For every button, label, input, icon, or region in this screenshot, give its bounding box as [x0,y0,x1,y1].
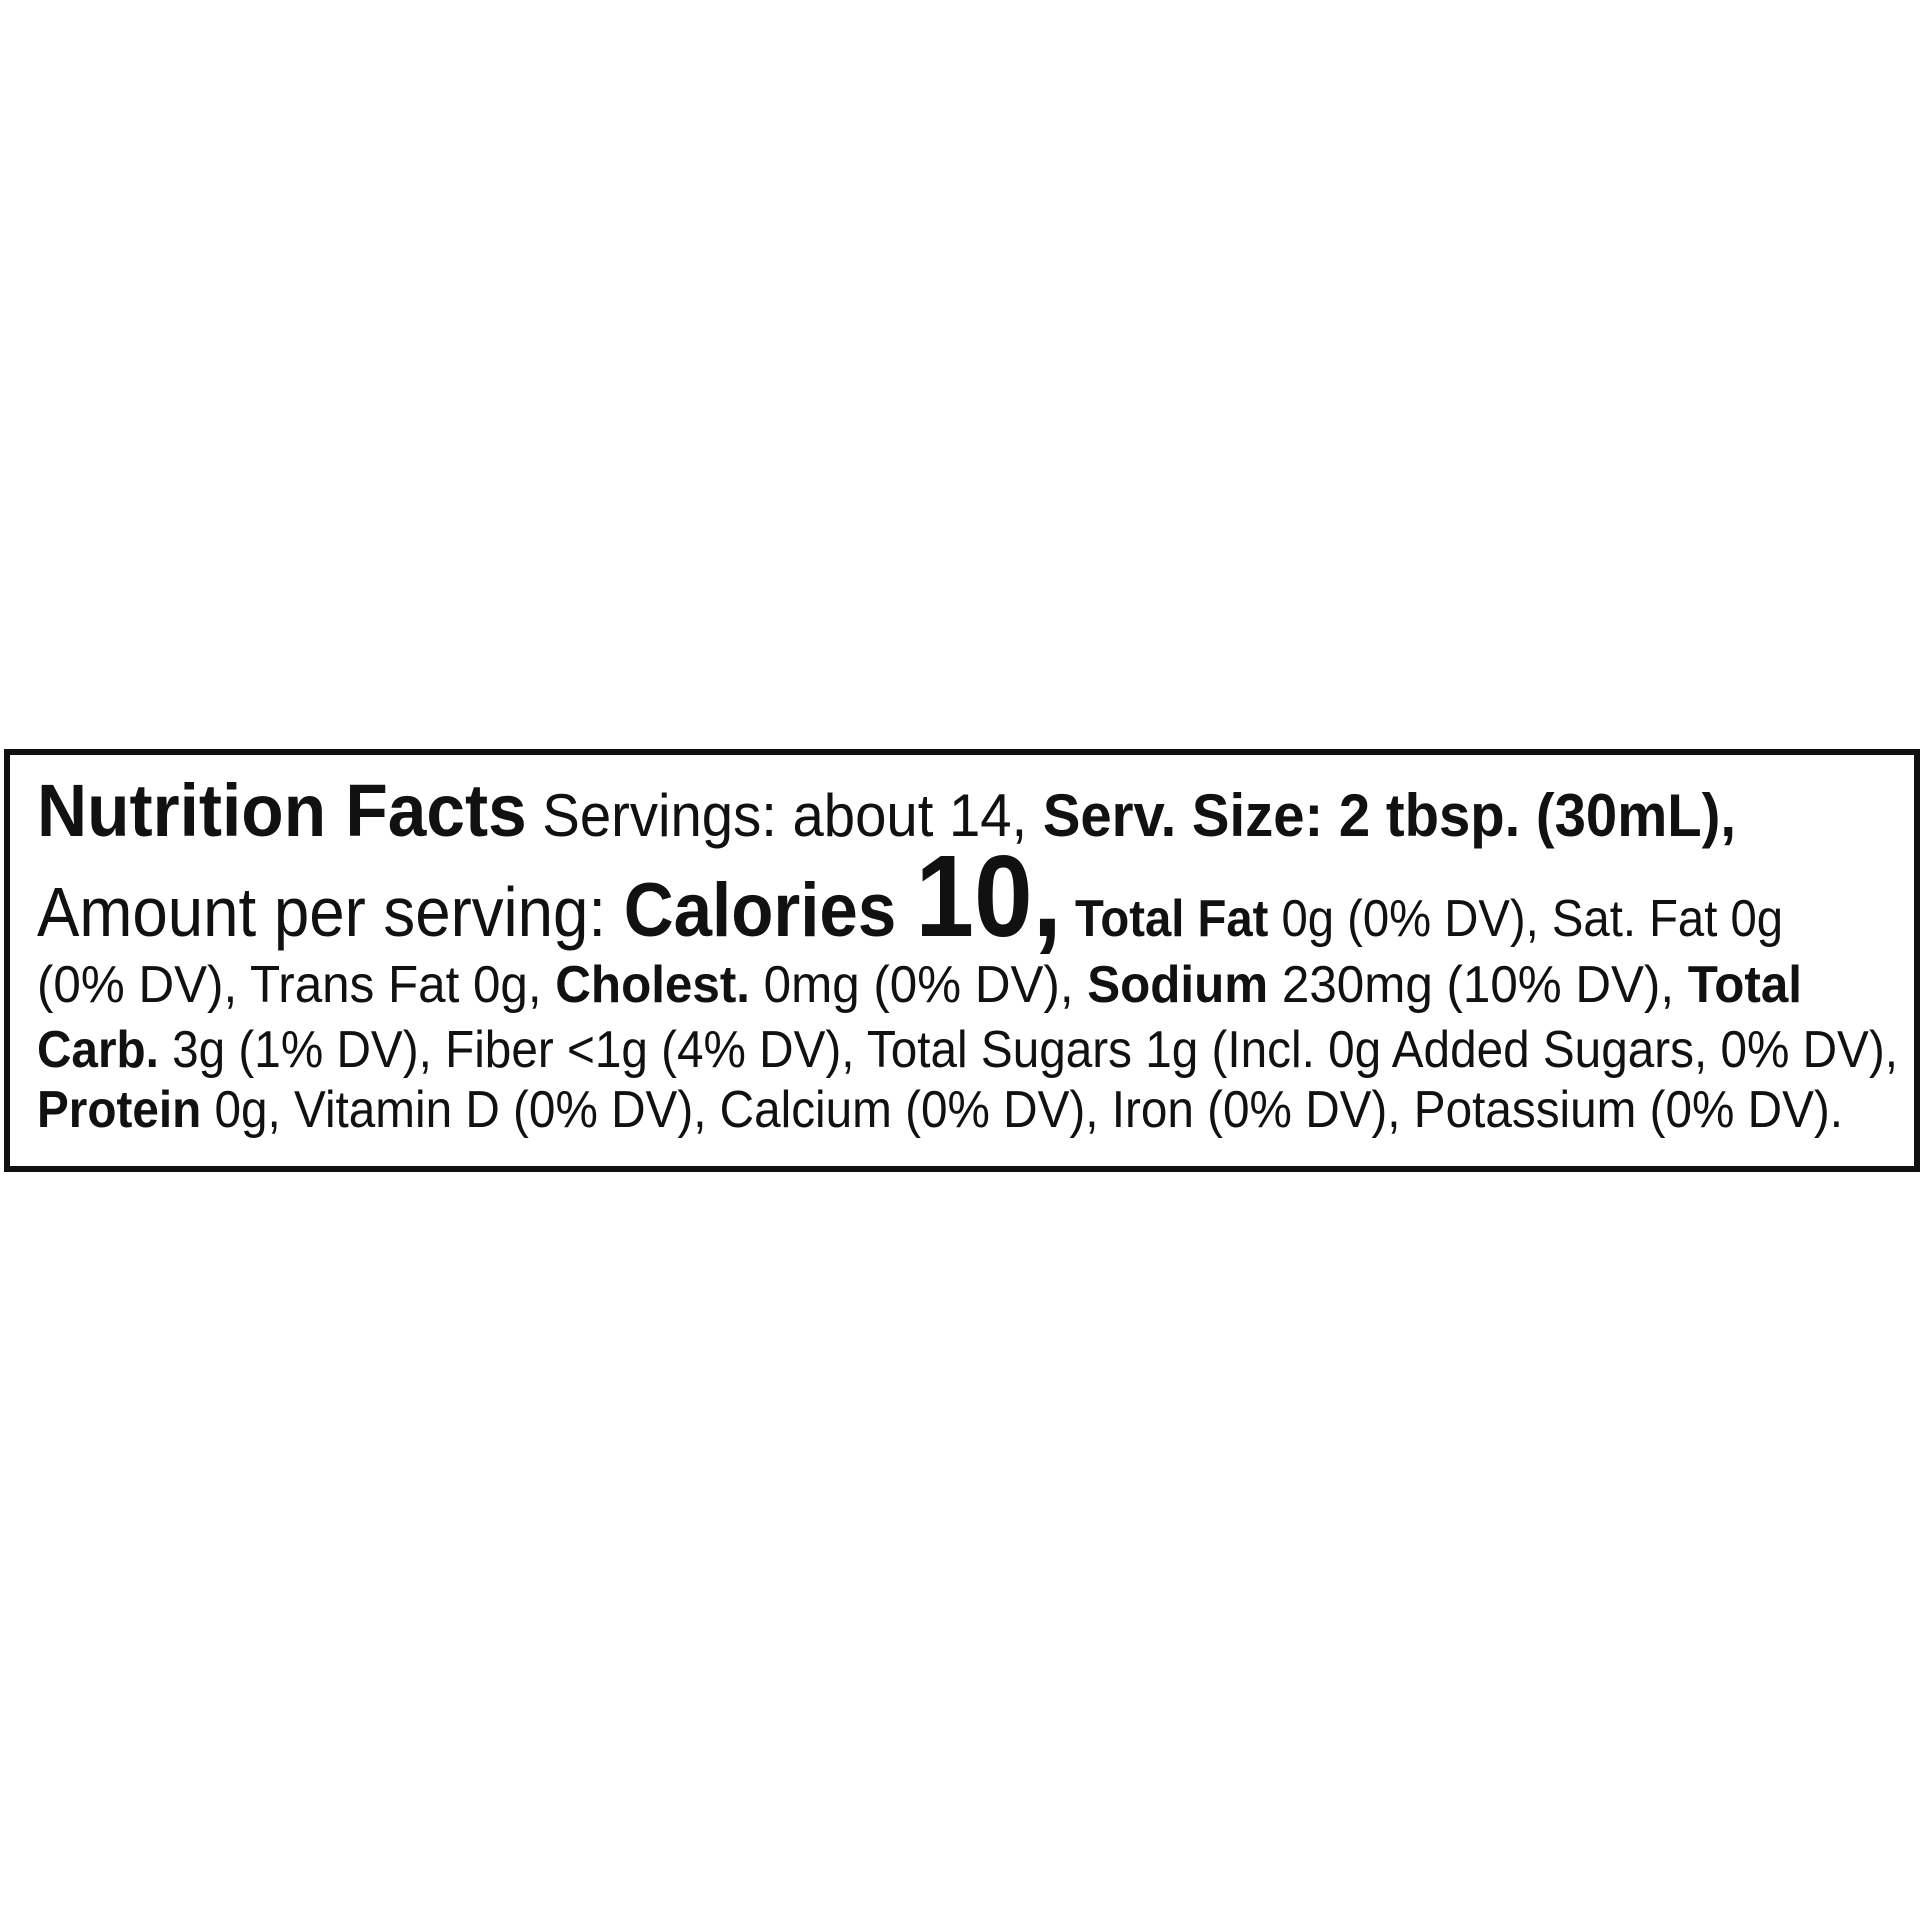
nutrient-label: Total Fat [1061,890,1269,948]
label-line-5: Protein 0g, Vitamin D (0% DV), Calcium (… [37,1084,1843,1136]
nutrient-label: Cholest. [555,956,750,1014]
nutrition-facts-panel [4,749,1920,1172]
nutrient-label: Calories [623,868,916,953]
nutrient-value: 230mg (10% DV), [1268,956,1688,1014]
nutrient-label: Protein [37,1081,202,1139]
nutrient-label: Total [1687,956,1802,1014]
nutrient-value: (0% DV), Trans Fat 0g, [37,956,556,1014]
nutrient-value: Amount per serving: [37,873,624,951]
nutrient-label: Serv. Size: 2 tbsp. (30mL), [1042,782,1736,849]
nutrient-label: Carb. [37,1021,159,1079]
nutrient-value: Servings: about 14, [526,782,1043,849]
label-line-2: Amount per serving: Calories 10, Total F… [37,838,1783,954]
nutrient-label: 10, [915,831,1062,961]
nutrient-label: Nutrition Facts [37,769,527,852]
nutrient-value: 0g, Vitamin D (0% DV), Calcium (0% DV), … [201,1081,1843,1139]
label-line-4: Carb. 3g (1% DV), Fiber <1g (4% DV), Tot… [37,1024,1898,1076]
label-line-3: (0% DV), Trans Fat 0g, Cholest. 0mg (0% … [37,959,1802,1011]
label-line-1: Nutrition Facts Servings: about 14, Serv… [37,774,1736,848]
nutrient-value: 0mg (0% DV), [749,956,1088,1014]
nutrient-value: 3g (1% DV), Fiber <1g (4% DV), Total Sug… [158,1021,1898,1079]
nutrient-label: Sodium [1087,956,1269,1014]
nutrient-value: 0g (0% DV), Sat. Fat 0g [1268,890,1783,948]
